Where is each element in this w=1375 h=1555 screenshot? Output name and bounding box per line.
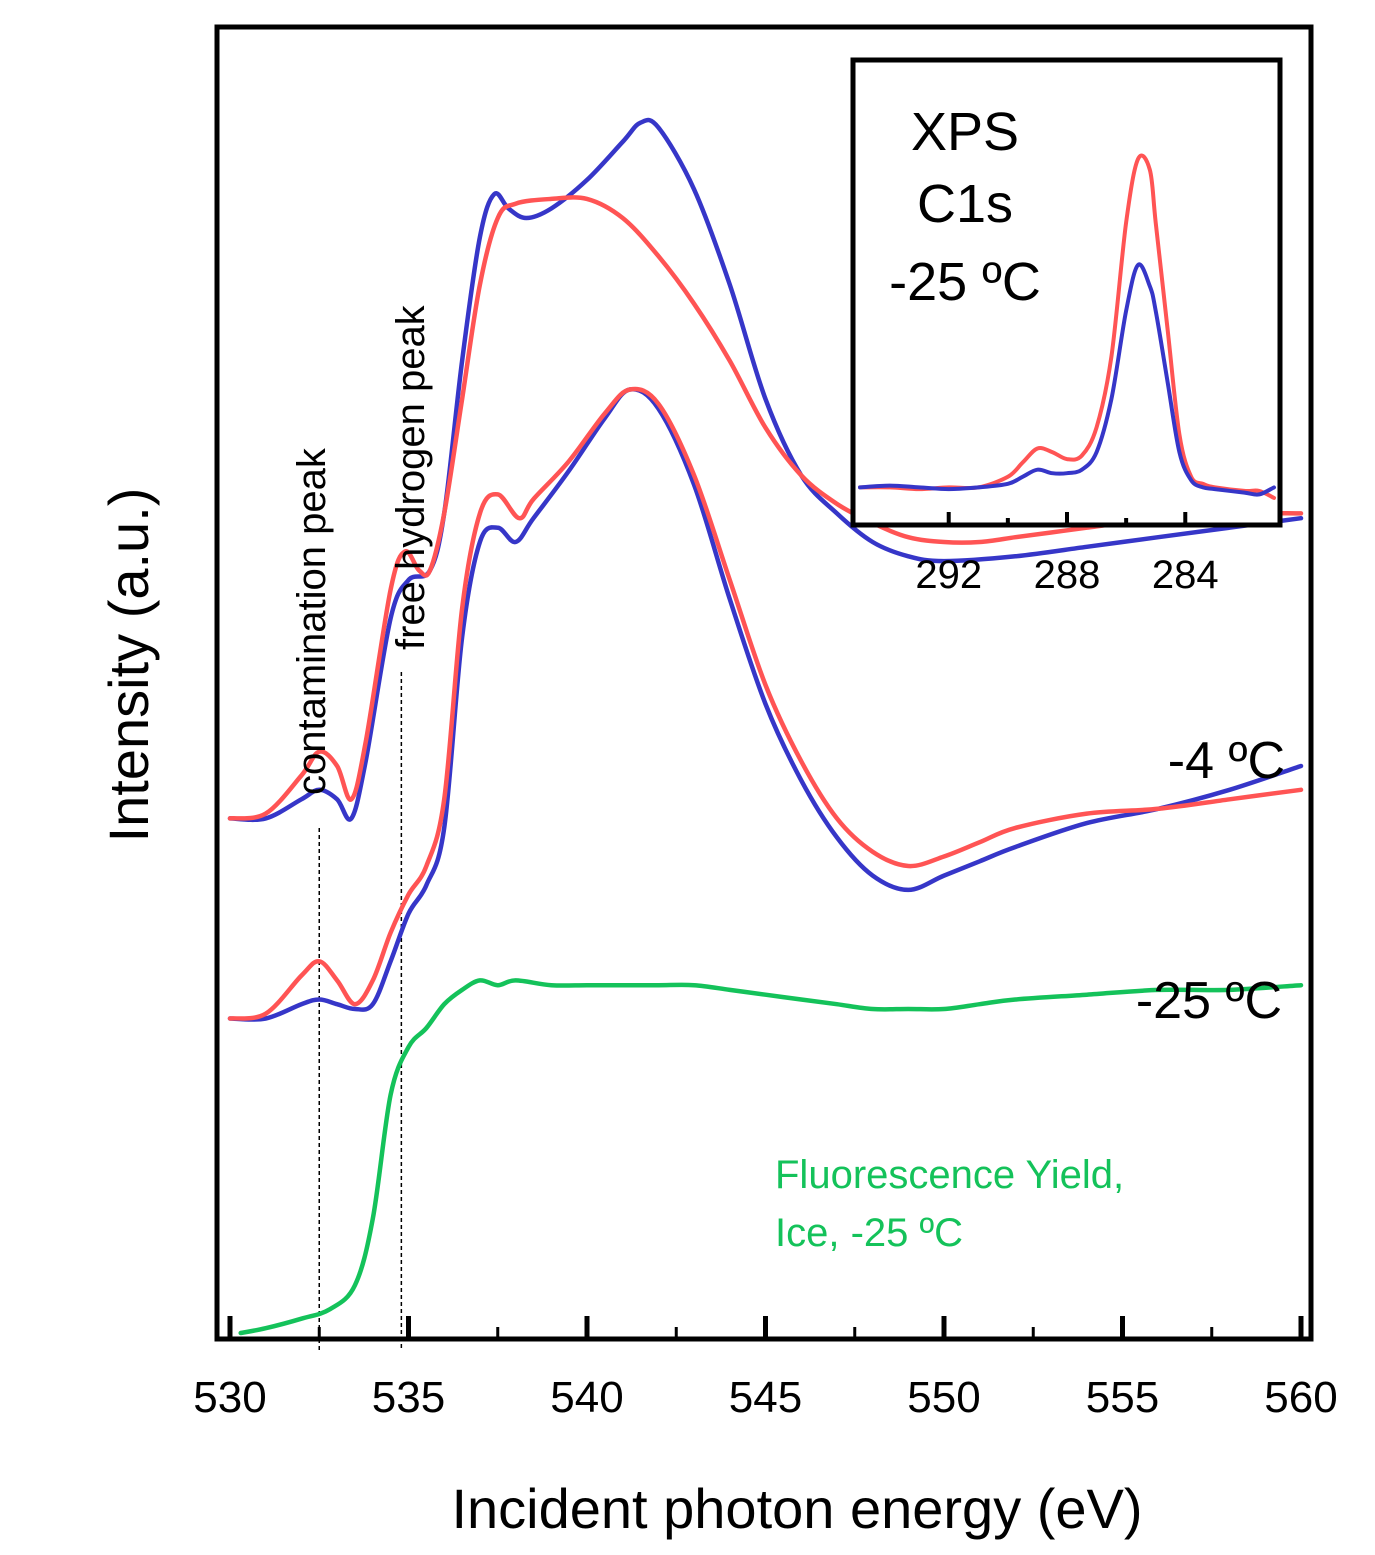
x-tick-label-550: 550	[907, 1373, 980, 1422]
series-minus25c-blue	[227, 386, 1304, 1022]
y-axis-title: Intensity (a.u.)	[97, 488, 160, 843]
fluorescence-label-line2: Ice, -25 ºC	[775, 1211, 963, 1255]
fluorescence-label-line1: Fluorescence Yield,	[775, 1153, 1124, 1197]
inset-label-c1s: C1s	[917, 174, 1013, 234]
inset-label-temperature: -25 ºC	[889, 252, 1041, 312]
inset-x-tick-label-284: 284	[1152, 553, 1219, 597]
x-axis-title: Incident photon energy (eV)	[451, 1477, 1142, 1540]
x-tick-label-530: 530	[193, 1373, 266, 1422]
inset-frame	[850, 57, 1283, 528]
series-fluorescence-green	[238, 978, 1304, 1336]
x-tick-label-545: 545	[729, 1373, 802, 1422]
inset-series-blue	[858, 262, 1276, 497]
temperature-label-lower: -25 ºC	[1136, 972, 1282, 1030]
inset-label-xps: XPS	[911, 102, 1019, 162]
x-tick-label-560: 560	[1264, 1373, 1337, 1422]
series-minus25c-red	[227, 386, 1304, 1021]
temperature-label-upper: -4 ºC	[1168, 732, 1285, 790]
x-tick-label-555: 555	[1086, 1373, 1159, 1422]
x-tick-label-540: 540	[550, 1373, 623, 1422]
inset-x-tick-label-288: 288	[1034, 553, 1101, 597]
series-minus4c-red	[227, 195, 1304, 821]
contamination-peak-label: contamination peak	[290, 447, 334, 795]
x-tick-label-535: 535	[372, 1373, 445, 1422]
inset-x-tick-label-292: 292	[915, 553, 982, 597]
free-hydrogen-peak-label: free hydrogen peak	[389, 304, 433, 650]
